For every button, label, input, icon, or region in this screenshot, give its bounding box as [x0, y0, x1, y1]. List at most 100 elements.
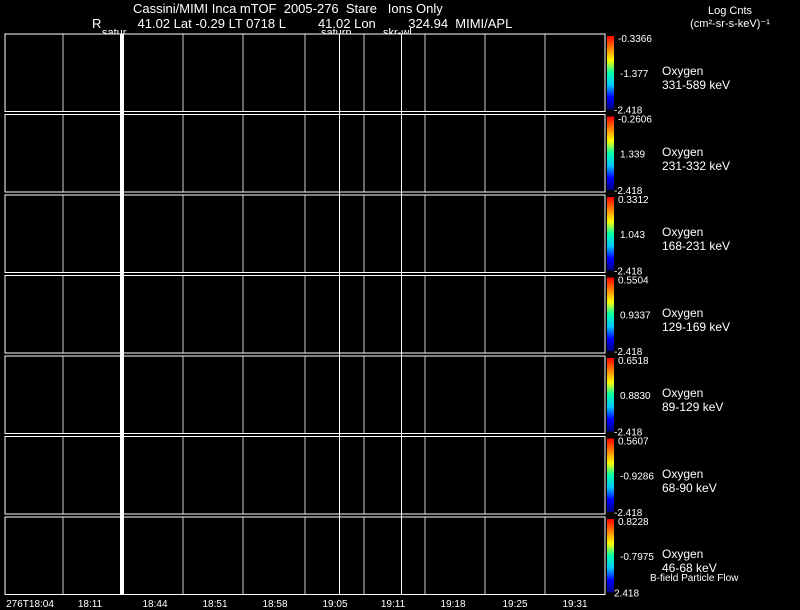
footer-note: B-field Particle Flow [650, 573, 739, 584]
contour-label: 60 [409, 310, 421, 321]
colorbar-min: -2.418 [614, 428, 643, 439]
panel-label-2: Oxygen 168-231 keV [662, 225, 730, 253]
colorbar-6: 0.8228 -0.7975 2.418 [607, 517, 654, 600]
panel-label-0: Oxygen 331-589 keV [662, 64, 730, 92]
x-tick-label: 18:11 [77, 599, 103, 610]
contour-label: 30 [348, 391, 360, 402]
colorbar-mid: -0.9286 [620, 471, 654, 482]
panel-label-3: Oxygen 129-169 keV [662, 306, 730, 334]
colorbar-strip [607, 197, 614, 271]
x-tick-label: 18:51 [202, 599, 228, 610]
x-tick-label: 19:05 [322, 599, 348, 610]
contour-label: 90 [469, 230, 481, 241]
colorbar-1: -0.2606 1.339 -2.418 [607, 115, 652, 197]
contour-label: 90 [469, 149, 481, 160]
colorbar-mid: 0.8830 [620, 391, 651, 402]
colorbar-mid: -1.377 [620, 69, 649, 80]
contour-lines: 90 120 150 30 60 90 120 [126, 529, 546, 582]
contour-label: 90 [167, 230, 179, 241]
colorbar-mid: 0.9337 [620, 310, 651, 321]
contour-label: 90 [167, 149, 179, 160]
colorbar-3: 0.5504 0.9337 -2.418 [607, 276, 651, 358]
contour-label: 60 [409, 230, 421, 241]
x-tick-label: 19:18 [440, 599, 466, 610]
colorbar-mid: -0.7975 [620, 552, 654, 563]
contour-label: 120 [227, 230, 244, 241]
contour-label: 90 [469, 310, 481, 321]
plot-title: Cassini/MIMI Inca mTOF 2005-276 Stare Io… [133, 1, 443, 16]
x-tick-label: 19:25 [502, 599, 528, 610]
panel-frame [4, 436, 606, 515]
panel-5: 90 120 150 30 60 90 120 0.5607 -0.9286 -2.418 [4, 436, 654, 519]
panel-frame [4, 114, 606, 193]
contour-label: 120 [529, 230, 546, 241]
event-marker-line [339, 34, 340, 595]
colorbar-2: 0.3312 1.043 -2.418 [607, 195, 649, 278]
colorbar-max: 0.3312 [618, 195, 649, 206]
colorbar-max: 0.5607 [618, 437, 649, 448]
colorbar-max: 0.6518 [618, 356, 649, 367]
colorbar-strip [607, 36, 614, 110]
contour-label: 120 [227, 149, 244, 160]
panel-species: Oxygen [662, 386, 704, 400]
contour-label: 90 [469, 471, 481, 482]
contour-label: 150 [289, 149, 306, 160]
panel-frame [4, 33, 606, 112]
panel-energy: 46-68 keV [662, 561, 717, 575]
contour-label: 60 [409, 149, 421, 160]
panel-energy: 231-332 keV [662, 158, 731, 173]
contour-label: 60 [409, 552, 421, 563]
panel-0: -0.3366 -1.377 -2.418 [4, 33, 652, 117]
colorbar-units-line2: (cm²-sr-s-keV)⁻¹ [690, 18, 770, 30]
contour-label: 150 [289, 230, 306, 241]
contour-label: 150 [289, 552, 306, 563]
contour-label: 30 [348, 310, 360, 321]
colorbar-max: -0.3366 [618, 34, 652, 45]
colorbar-mid: 1.043 [620, 230, 645, 241]
contour-label: 90 [469, 391, 481, 402]
colorbar-max: -0.2606 [618, 115, 652, 126]
panel-frame [4, 275, 606, 354]
contour-lines: 90 120 150 30 60 90 120 [126, 368, 546, 421]
contour-label: 120 [227, 471, 244, 482]
colorbar-units-line1: Log Cnts [707, 5, 753, 17]
panel-species: Oxygen [662, 305, 704, 320]
colorbar-4: 0.6518 0.8830 -2.418 [607, 356, 651, 439]
panel-energy: 168-231 keV [662, 239, 731, 253]
panel-2: 90 120 150 30 60 90 120 0.3312 1.043 -2.418 [4, 194, 649, 278]
panel-species: Oxygen [662, 144, 704, 159]
panel-energy: 89-129 keV [662, 400, 724, 414]
panel-label-1: Oxygen 231-332 keV [662, 145, 730, 173]
contour-lines: 90 120 150 30 60 90 120 [126, 126, 546, 179]
panel-1: 90 120 150 30 60 90 120 -0.2606 1.339 -2.418 [4, 114, 652, 197]
contour-label: 60 [409, 471, 421, 482]
contour-label: 90 [167, 552, 179, 563]
x-tick-label: 18:58 [262, 599, 288, 610]
panel-species: Oxygen [662, 547, 704, 561]
contour-lines: 90 120 150 30 60 90 120 [126, 448, 546, 501]
contour-label: 90 [167, 310, 179, 321]
colorbar-min: -2.418 [614, 347, 643, 358]
panel-frame [4, 355, 606, 434]
contour-label: 120 [529, 471, 546, 482]
colorbar-strip [607, 116, 614, 190]
contour-label: 120 [529, 552, 546, 563]
contour-label: 120 [529, 310, 546, 321]
contour-label: 120 [227, 552, 244, 563]
contour-label: 120 [227, 310, 244, 321]
orbit-info: R 41.02 Lat -0.29 LT 0718 L 41.02 Lon 32… [92, 16, 513, 31]
contour-label: 150 [289, 310, 306, 321]
colorbar-mid: 1.339 [620, 149, 645, 160]
panel-energy: 68-90 keV [662, 480, 717, 495]
contour-label: 150 [289, 471, 306, 482]
contour-lines: 90 120 150 30 60 90 120 [126, 287, 546, 340]
event-marker-line [401, 34, 402, 595]
colorbar-strip [607, 519, 614, 593]
panel-3: 90 120 150 30 60 90 120 0.5504 0.9337 -2.418 [4, 275, 651, 358]
colorbar-max: 0.5504 [618, 276, 649, 287]
colorbar-max: 0.8228 [618, 517, 649, 528]
panel-6: 90 120 150 30 60 90 120 0.8228 -0.7975 2.418 [4, 516, 654, 600]
contour-label: 30 [348, 149, 360, 160]
contour-label: 90 [167, 471, 179, 482]
